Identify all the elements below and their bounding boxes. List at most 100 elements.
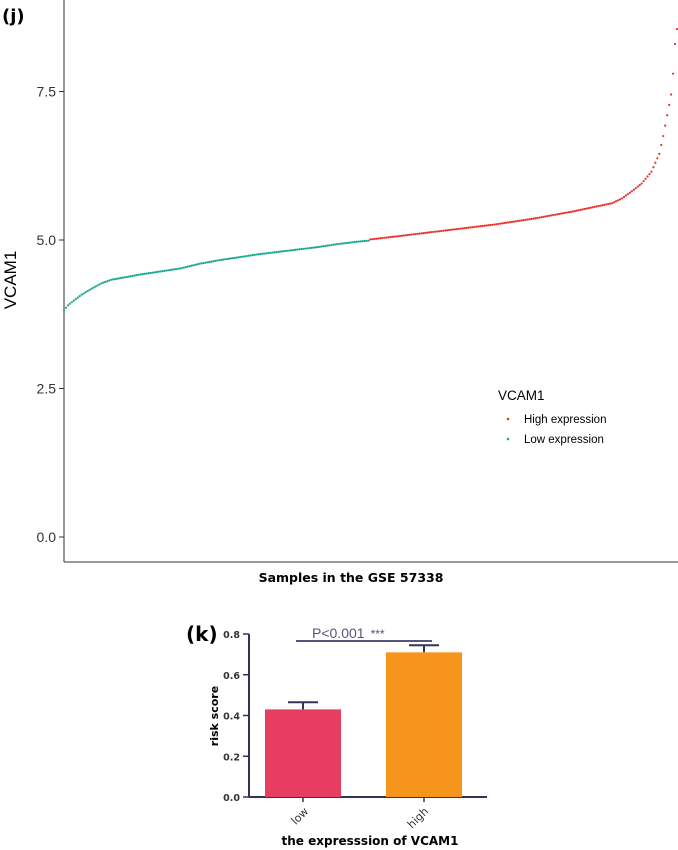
- point-low-expression: [66, 304, 70, 307]
- point-low-expression: [271, 251, 274, 254]
- j-legend-title: VCAM1: [498, 388, 545, 403]
- category-label-high: high: [405, 805, 431, 831]
- point-low-expression: [300, 247, 303, 251]
- point-low-expression: [115, 277, 119, 280]
- panel-label-k: (k): [186, 622, 218, 646]
- point-high-expression: [503, 221, 506, 225]
- point-low-expression: [337, 242, 341, 246]
- point-low-expression: [359, 240, 362, 243]
- point-low-expression: [163, 269, 166, 272]
- point-high-expression: [567, 211, 571, 214]
- point-high-expression: [662, 134, 665, 138]
- point-low-expression: [113, 277, 117, 281]
- point-high-expression: [497, 222, 500, 226]
- point-low-expression: [139, 273, 142, 276]
- point-high-expression: [622, 195, 626, 199]
- point-low-expression: [204, 261, 207, 264]
- point-high-expression: [446, 229, 449, 232]
- point-high-expression: [455, 227, 459, 231]
- point-high-expression: [377, 237, 380, 240]
- point-high-expression: [404, 234, 407, 237]
- point-high-expression: [654, 161, 657, 164]
- point-high-expression: [658, 152, 661, 155]
- point-low-expression: [353, 240, 356, 244]
- point-high-expression: [400, 234, 404, 237]
- point-low-expression: [343, 242, 347, 245]
- point-low-expression: [72, 299, 75, 302]
- point-high-expression: [668, 103, 671, 106]
- point-low-expression: [345, 241, 349, 245]
- point-low-expression: [88, 288, 91, 291]
- j-y-axis-label: VCAM1: [1, 251, 20, 310]
- legend-label-low: Low expression: [524, 434, 604, 446]
- point-high-expression: [473, 225, 476, 229]
- j-x-axis-label: Samples in the GSE 57338: [259, 570, 444, 585]
- point-low-expression: [310, 246, 313, 249]
- point-high-expression: [577, 209, 580, 212]
- point-high-expression: [518, 219, 521, 222]
- point-high-expression: [571, 210, 574, 213]
- point-low-expression: [247, 254, 250, 257]
- point-low-expression: [306, 247, 309, 250]
- point-high-expression: [585, 207, 588, 210]
- point-high-expression: [563, 211, 567, 215]
- point-high-expression: [534, 217, 537, 220]
- k-y-tick-label: 0.8: [223, 630, 240, 641]
- point-low-expression: [169, 268, 172, 272]
- point-high-expression: [457, 227, 461, 230]
- point-low-expression: [90, 287, 93, 290]
- point-high-expression: [481, 224, 484, 228]
- point-high-expression: [540, 216, 543, 219]
- point-high-expression: [391, 235, 394, 238]
- point-low-expression: [131, 274, 134, 277]
- point-low-expression: [68, 302, 71, 305]
- point-low-expression: [334, 243, 337, 246]
- point-high-expression: [664, 124, 667, 127]
- point-high-expression: [522, 219, 525, 222]
- point-low-expression: [257, 253, 260, 256]
- point-low-expression: [279, 250, 282, 253]
- point-low-expression: [347, 241, 350, 244]
- point-high-expression: [392, 235, 396, 238]
- point-low-expression: [174, 268, 178, 271]
- point-low-expression: [227, 257, 231, 260]
- point-low-expression: [133, 274, 136, 277]
- category-label-low: low: [289, 805, 311, 827]
- point-low-expression: [233, 256, 237, 259]
- point-high-expression: [516, 219, 519, 223]
- point-low-expression: [178, 267, 182, 270]
- point-high-expression: [666, 114, 669, 117]
- point-high-expression: [389, 236, 392, 239]
- point-low-expression: [241, 255, 244, 258]
- point-high-expression: [381, 236, 384, 240]
- point-low-expression: [261, 252, 264, 255]
- point-low-expression: [243, 255, 246, 258]
- point-low-expression: [135, 274, 138, 277]
- point-high-expression: [548, 214, 551, 217]
- legend-label-high: High expression: [524, 414, 606, 426]
- point-high-expression: [575, 209, 578, 212]
- point-low-expression: [155, 270, 158, 274]
- point-high-expression: [587, 207, 590, 210]
- point-low-expression: [328, 244, 331, 247]
- point-low-expression: [210, 260, 213, 263]
- point-high-expression: [495, 223, 498, 226]
- point-high-expression: [451, 228, 455, 231]
- k-x-axis-label: the expresssion of VCAM1: [282, 834, 459, 848]
- point-high-expression: [546, 215, 549, 218]
- point-low-expression: [318, 245, 321, 248]
- point-high-expression: [475, 225, 478, 228]
- point-low-expression: [106, 280, 109, 283]
- point-high-expression: [402, 234, 405, 237]
- k-y-tick-label: 0.2: [223, 752, 240, 763]
- point-low-expression: [98, 283, 101, 286]
- point-low-expression: [216, 259, 219, 262]
- point-high-expression: [491, 223, 494, 226]
- bar-chart-risk-score: 0.0 0.2 0.4 0.6 0.8 P<0.001 ***: [223, 625, 487, 804]
- point-high-expression: [636, 185, 639, 188]
- bar-low: [265, 709, 341, 797]
- j-y-tick-label: 5.0: [37, 232, 57, 248]
- point-low-expression: [332, 243, 335, 246]
- point-low-expression: [320, 245, 323, 248]
- point-low-expression: [316, 246, 319, 249]
